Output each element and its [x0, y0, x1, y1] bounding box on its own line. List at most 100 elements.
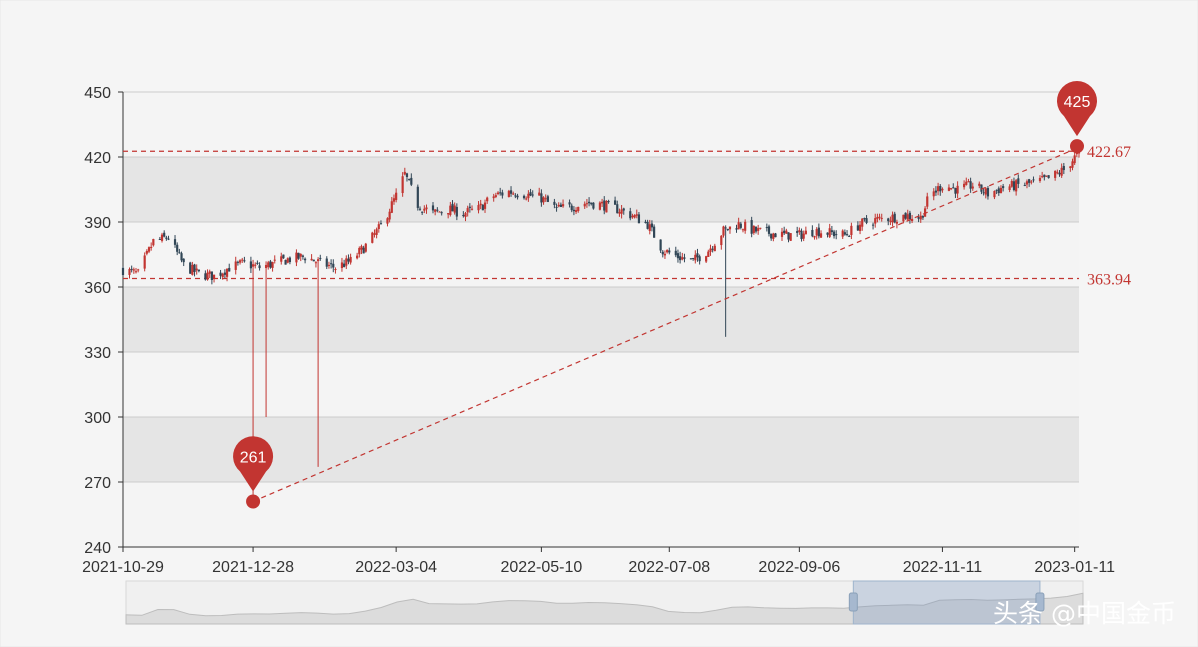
candle-body — [559, 204, 562, 207]
candle-body — [421, 211, 424, 213]
mark-point-dot — [1070, 139, 1084, 154]
candle-body — [267, 262, 270, 268]
mark-point-dot — [246, 494, 261, 509]
y-tick-label: 330 — [84, 345, 111, 362]
candle-body — [440, 212, 443, 214]
watermark: 头条 @中国金币 — [993, 599, 1176, 628]
candle-body — [193, 264, 196, 272]
candle-body — [303, 258, 307, 261]
candle-body — [223, 272, 226, 275]
candle-body — [694, 254, 697, 261]
candle-body — [453, 205, 456, 213]
candle-body — [757, 228, 760, 231]
candle-body — [676, 253, 680, 259]
candle-body — [904, 212, 907, 219]
candle-body — [1025, 181, 1029, 185]
candle-body — [737, 222, 740, 230]
candle-body — [600, 201, 604, 204]
candle-body — [759, 227, 762, 229]
candle-body — [629, 211, 632, 219]
candle-body — [438, 211, 441, 213]
candle-body — [923, 208, 927, 217]
candle-body — [711, 248, 714, 250]
candle-body — [891, 214, 894, 223]
candle-body — [813, 235, 816, 238]
candle-body — [993, 190, 996, 198]
candle-body — [150, 246, 153, 249]
candle-body — [941, 188, 944, 191]
y-tick-label: 450 — [84, 85, 111, 102]
candle-body — [501, 192, 504, 196]
candle-body — [1041, 176, 1044, 178]
candle-body — [555, 206, 558, 208]
candle-body — [470, 208, 474, 210]
x-tick-label: 2021-10-29 — [82, 559, 164, 576]
x-tick-label: 2022-07-08 — [628, 559, 710, 576]
candle-body — [527, 193, 530, 199]
candle-body — [804, 230, 807, 235]
candle-body — [661, 251, 664, 255]
candle-body — [410, 177, 413, 185]
candle-body — [284, 259, 287, 265]
candle-body — [895, 221, 899, 224]
candle-body — [858, 224, 862, 231]
candle-body — [317, 259, 320, 262]
candle-body — [371, 232, 374, 243]
candle-body — [861, 218, 864, 227]
candle-body — [529, 192, 532, 196]
candle-body — [553, 201, 556, 205]
x-tick-label: 2022-09-06 — [758, 559, 840, 576]
candle-body — [1054, 170, 1057, 178]
candle-body — [774, 233, 777, 238]
candle-body — [522, 195, 526, 199]
candle-body — [780, 231, 784, 237]
candle-body — [334, 269, 337, 271]
candle-body — [815, 229, 818, 236]
candle-body — [796, 231, 799, 233]
candle-body — [273, 259, 276, 261]
candle-body — [206, 272, 209, 280]
mark-point-pin — [1057, 80, 1097, 137]
candle-body — [386, 218, 389, 224]
data-zoom-slider[interactable] — [125, 580, 1084, 625]
candle-body — [204, 273, 207, 280]
candle-body — [208, 271, 211, 274]
candle-body — [659, 239, 662, 251]
candle-body — [431, 205, 435, 211]
candle-body — [644, 221, 647, 223]
y-tick-label: 420 — [84, 150, 111, 167]
candle-body — [1056, 172, 1059, 174]
candle-body — [830, 230, 833, 233]
candle-body — [449, 205, 452, 216]
candle-body — [865, 218, 868, 223]
candle-body — [390, 201, 393, 213]
candle-body — [195, 268, 198, 271]
candle-body — [1008, 186, 1011, 191]
candle-body — [1015, 180, 1018, 192]
candle-body — [696, 253, 699, 258]
candle-body — [1002, 186, 1005, 189]
candle-body — [416, 186, 419, 208]
candle-body — [288, 257, 292, 263]
split-area — [123, 352, 1079, 417]
candle-body — [607, 201, 610, 203]
candle-body — [256, 262, 259, 264]
candle-body — [965, 181, 968, 185]
candle-body — [650, 223, 654, 228]
candle-body — [561, 204, 565, 207]
candle-body — [225, 268, 229, 277]
candle-body — [674, 250, 677, 256]
candle-body — [995, 189, 998, 191]
candle-body — [373, 233, 376, 235]
split-area — [123, 222, 1079, 287]
candle-body — [403, 171, 406, 175]
candle-body — [843, 232, 846, 235]
candle-body — [932, 191, 935, 197]
candle-body — [709, 248, 712, 252]
candle-body — [310, 258, 313, 261]
x-axis: 2021-10-29 2021-12-28 2022-03-04 2022-05-10… — [82, 546, 1115, 576]
candle-body — [327, 264, 331, 266]
candle-body — [772, 233, 775, 239]
candle-body — [301, 255, 305, 257]
